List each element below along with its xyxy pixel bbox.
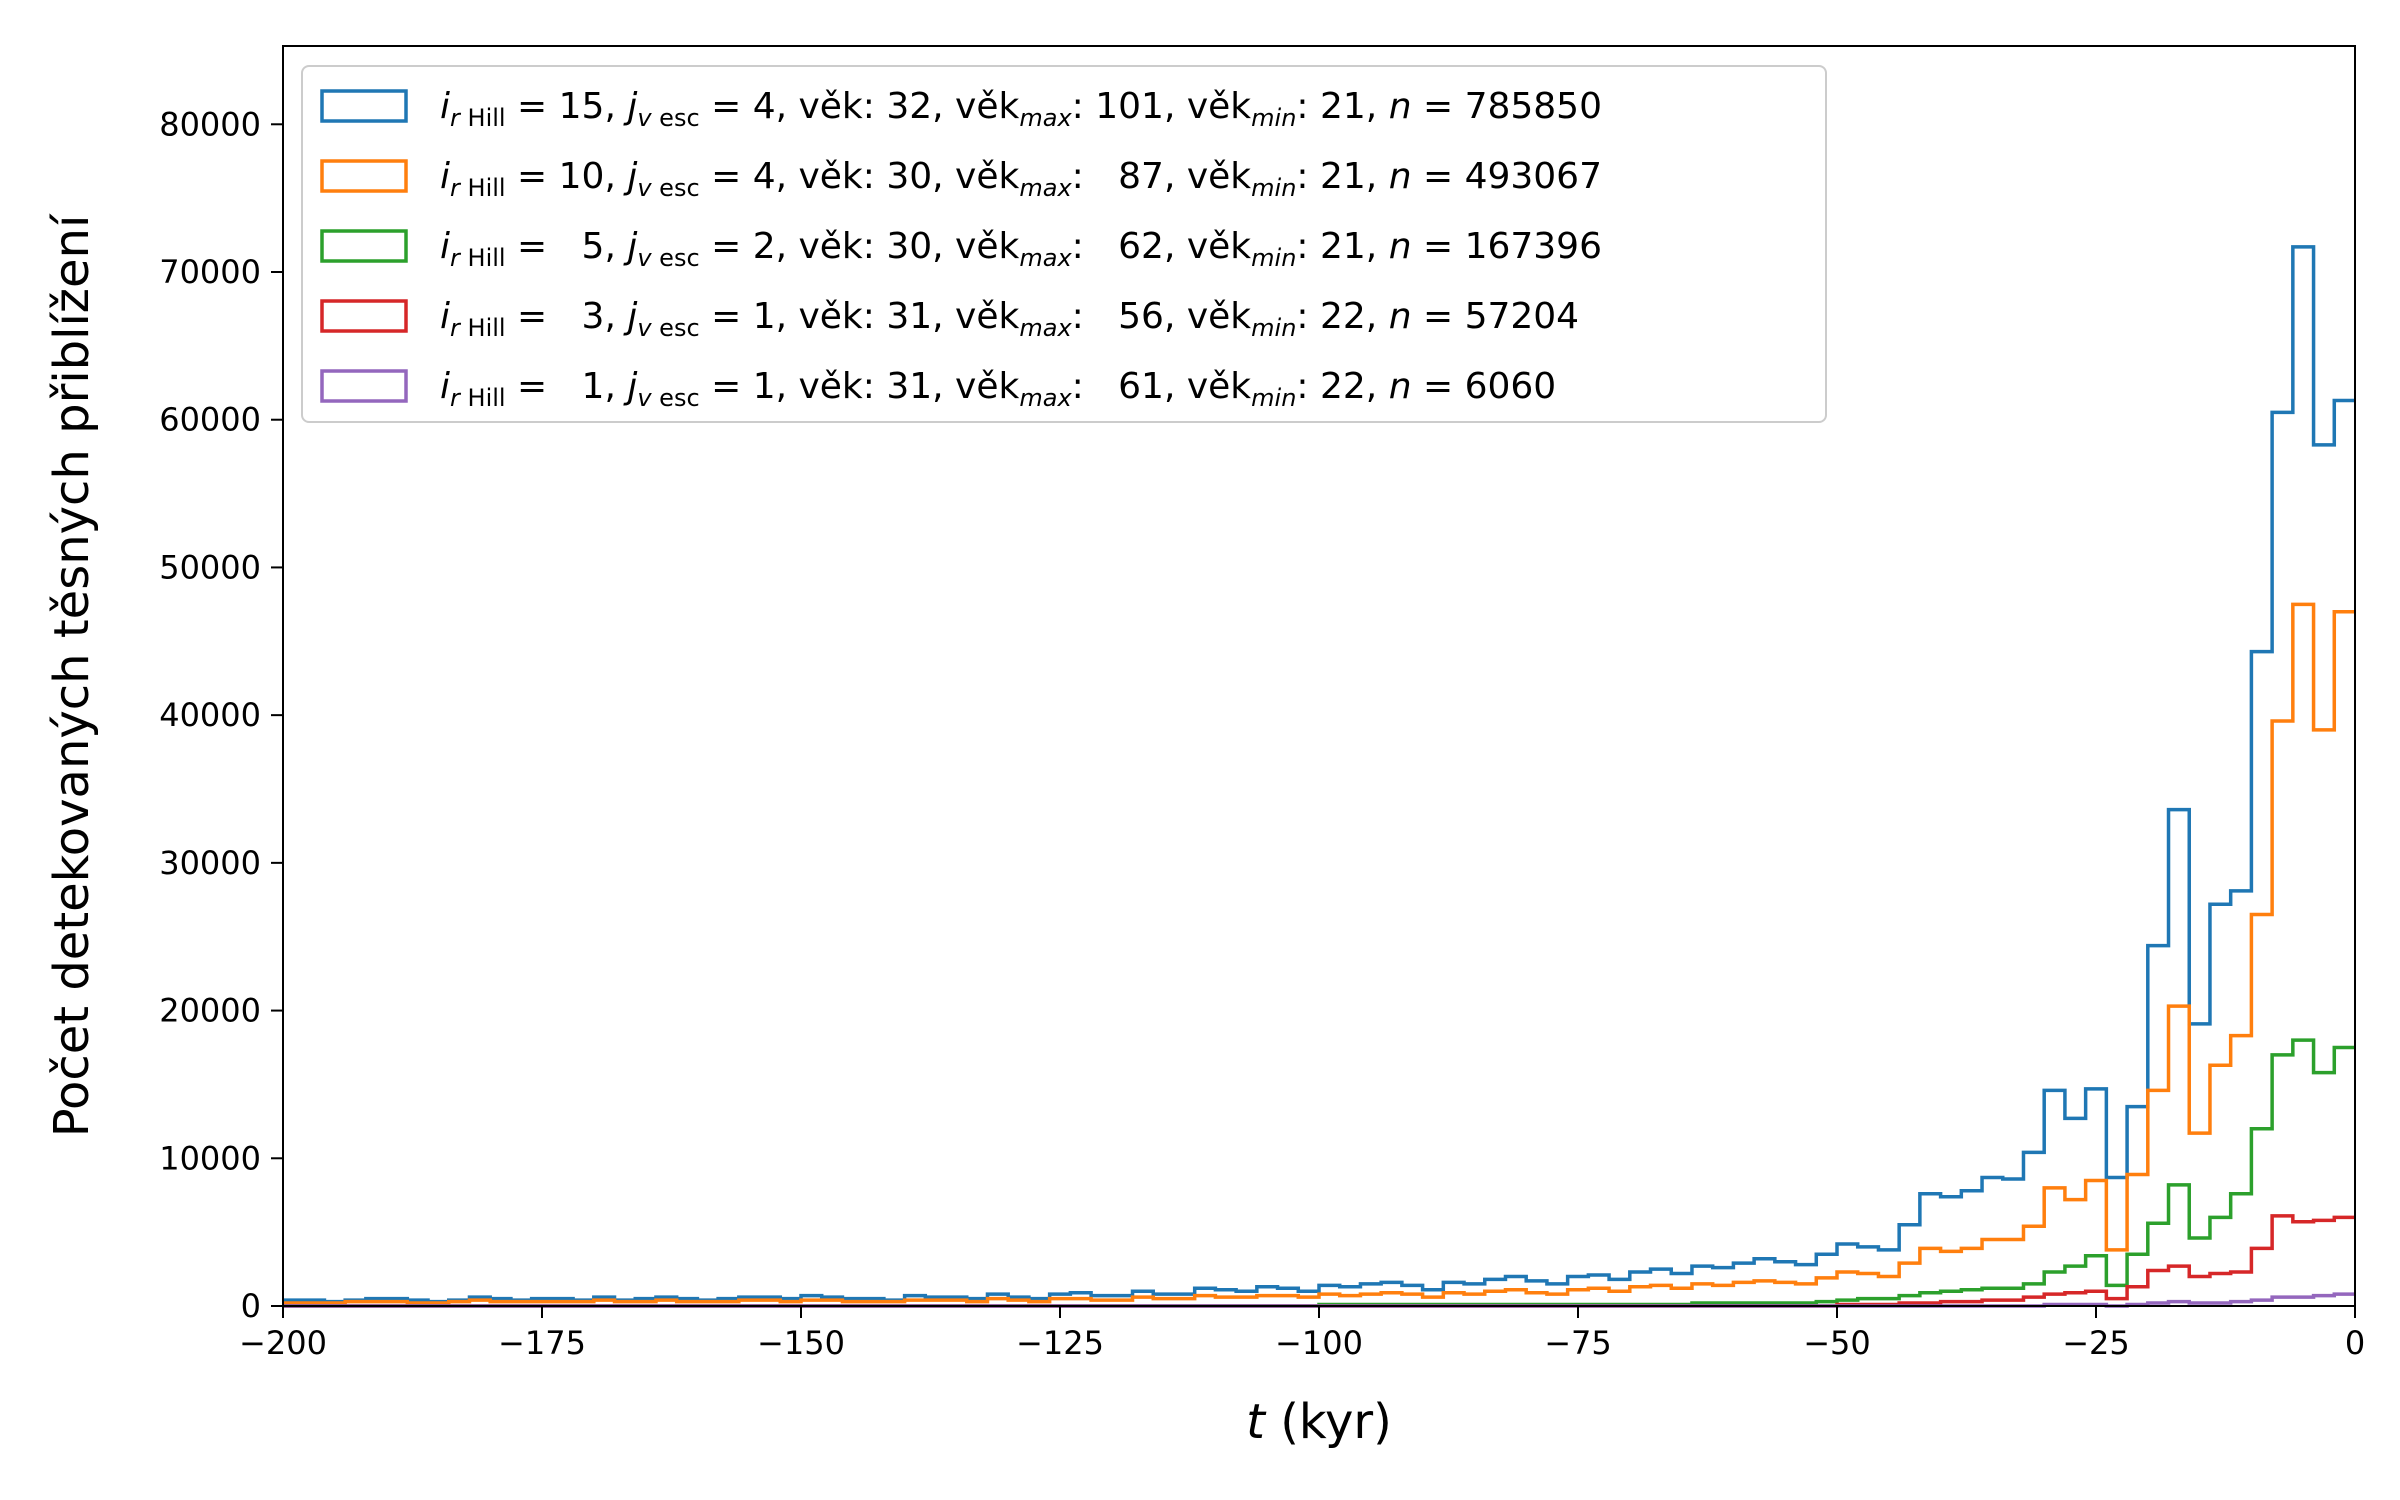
x-tick-label: −150	[757, 1324, 845, 1362]
legend-swatch-1	[320, 89, 408, 123]
x-tick-label: −25	[2062, 1324, 2130, 1362]
series-line-2	[283, 602, 2355, 1305]
series-line-1	[283, 245, 2355, 1304]
x-tick-label: −175	[498, 1324, 586, 1362]
x-axis-title: t (kyr)	[1246, 1394, 1392, 1450]
y-tick-label: 40000	[159, 696, 261, 734]
y-tick-label: 0	[241, 1287, 261, 1325]
x-tick-label: −200	[239, 1324, 327, 1362]
y-tick-label: 20000	[159, 992, 261, 1030]
x-tick-label: −75	[1544, 1324, 1612, 1362]
legend-entry-3: ir Hill = 5, jv esc = 2, věk: 30, věkmax…	[440, 226, 1602, 272]
y-tick-label: 60000	[159, 401, 261, 439]
x-axis-ticks: −200 −175 −150 −125 −100 −75 −50 −25 0	[239, 1306, 2365, 1362]
legend-swatch-2	[320, 159, 408, 193]
x-tick-label: −125	[1016, 1324, 1104, 1362]
legend-swatch-4	[320, 299, 408, 333]
legend-swatch-5	[320, 369, 408, 403]
legend-frame	[301, 65, 1827, 423]
x-axis-title-unit: (kyr)	[1265, 1394, 1392, 1450]
y-tick-label: 70000	[159, 253, 261, 291]
y-tick-label: 80000	[159, 105, 261, 143]
y-tick-label: 10000	[159, 1139, 261, 1177]
y-axis-ticks: 0 10000 20000 30000 40000 50000 60000 70000 8000…	[159, 105, 283, 1325]
legend-swatch-3	[320, 229, 408, 263]
y-tick-label: 30000	[159, 844, 261, 882]
x-tick-label: 0	[2345, 1324, 2365, 1362]
legend-entry-5: ir Hill = 1, jv esc = 1, věk: 31, věkmax…	[440, 366, 1556, 412]
legend-entry-2: ir Hill = 10, jv esc = 4, věk: 30, věkma…	[440, 156, 1602, 202]
legend-entry-1: ir Hill = 15, jv esc = 4, věk: 32, věkma…	[440, 86, 1602, 132]
x-tick-label: −50	[1803, 1324, 1871, 1362]
y-tick-label: 50000	[159, 548, 261, 586]
x-axis-title-var: t	[1246, 1394, 1267, 1450]
series-line-3	[283, 1038, 2355, 1308]
x-tick-label: −100	[1275, 1324, 1363, 1362]
y-axis-title: Počet detekovaných těsných přiblížení	[44, 213, 100, 1137]
legend: ir Hill = 15, jv esc = 4, věk: 32, věkma…	[301, 65, 1827, 423]
legend-entry-4: ir Hill = 3, jv esc = 1, věk: 31, věkmax…	[440, 296, 1579, 342]
